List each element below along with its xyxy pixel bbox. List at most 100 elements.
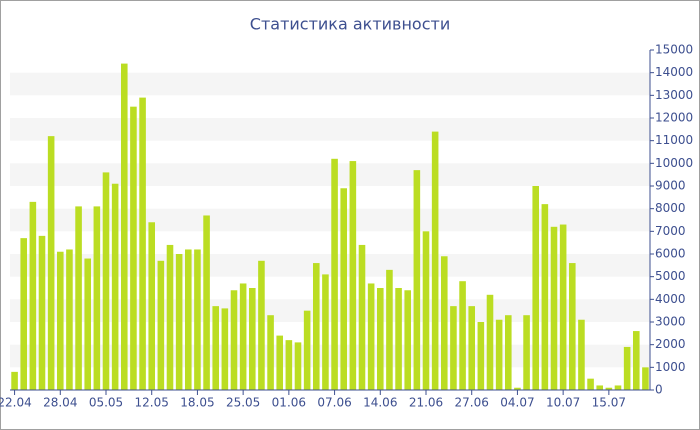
x-tick-label: 25.05 bbox=[226, 396, 260, 410]
bar bbox=[642, 367, 649, 390]
y-tick-label: 10000 bbox=[655, 156, 693, 170]
y-tick-label: 2000 bbox=[655, 337, 686, 351]
bar bbox=[175, 254, 183, 390]
y-tick-label: 11000 bbox=[655, 133, 693, 147]
x-tick-label: 18.05 bbox=[180, 396, 214, 410]
y-tick-label: 14000 bbox=[655, 65, 693, 79]
y-tick-label: 12000 bbox=[655, 111, 693, 125]
bar bbox=[605, 387, 613, 390]
y-tick-label: 0 bbox=[655, 383, 663, 397]
y-tick-label: 7000 bbox=[655, 224, 686, 238]
bar bbox=[294, 342, 302, 390]
bar bbox=[11, 371, 18, 390]
chart-title: Статистика активности bbox=[250, 15, 450, 34]
bar bbox=[450, 306, 457, 390]
bar bbox=[258, 260, 265, 390]
bar bbox=[532, 186, 540, 390]
bar bbox=[358, 244, 366, 390]
y-tick-label: 3000 bbox=[655, 315, 686, 329]
bar bbox=[614, 385, 622, 390]
y-tick-label: 8000 bbox=[655, 201, 686, 215]
bar bbox=[212, 306, 220, 390]
grid-band bbox=[10, 118, 650, 141]
bar bbox=[56, 251, 64, 390]
y-tick-label: 6000 bbox=[655, 247, 686, 261]
bar bbox=[587, 378, 594, 390]
bar bbox=[102, 172, 110, 390]
bar bbox=[157, 260, 165, 390]
bar bbox=[194, 249, 201, 390]
bar bbox=[623, 346, 631, 390]
bar bbox=[596, 385, 604, 390]
bar bbox=[285, 340, 293, 390]
bar bbox=[248, 288, 256, 390]
bar bbox=[541, 204, 549, 390]
bar bbox=[477, 322, 485, 390]
bar bbox=[404, 290, 412, 390]
bar bbox=[632, 331, 640, 390]
bar bbox=[386, 269, 393, 390]
x-tick-label: 14.06 bbox=[363, 396, 397, 410]
x-tick-label: 21.06 bbox=[409, 396, 443, 410]
y-tick-label: 4000 bbox=[655, 292, 686, 306]
y-tick-label: 5000 bbox=[655, 269, 686, 283]
bar bbox=[166, 244, 174, 390]
x-tick-label: 28.04 bbox=[43, 396, 77, 410]
x-tick-label: 22.04 bbox=[0, 396, 32, 410]
bar bbox=[413, 170, 421, 390]
bar bbox=[495, 319, 503, 390]
grid-band bbox=[10, 72, 650, 96]
bar bbox=[184, 249, 192, 390]
grid-band bbox=[10, 163, 650, 186]
bar bbox=[20, 238, 28, 390]
x-tick-label: 15.07 bbox=[592, 396, 626, 410]
bar bbox=[84, 258, 92, 390]
bar bbox=[312, 263, 320, 390]
bar bbox=[440, 256, 448, 390]
bar bbox=[38, 235, 46, 390]
bar bbox=[367, 283, 375, 390]
bar bbox=[568, 263, 576, 390]
bar bbox=[276, 335, 284, 390]
grid-band bbox=[10, 208, 650, 232]
bar bbox=[221, 308, 229, 390]
x-tick-label: 01.06 bbox=[272, 396, 306, 410]
bar bbox=[523, 315, 530, 390]
x-tick-label: 27.06 bbox=[455, 396, 489, 410]
bar bbox=[29, 201, 37, 390]
bar bbox=[514, 387, 521, 390]
bar bbox=[66, 249, 73, 390]
bar bbox=[130, 106, 137, 391]
bar bbox=[111, 183, 119, 390]
bar bbox=[93, 206, 101, 390]
bar bbox=[431, 131, 439, 390]
bar bbox=[504, 315, 512, 390]
bar bbox=[139, 97, 146, 390]
y-tick-label: 1000 bbox=[655, 360, 686, 374]
bar bbox=[578, 319, 585, 390]
bar bbox=[120, 63, 128, 390]
bar bbox=[303, 310, 311, 390]
bar bbox=[395, 288, 402, 390]
bar bbox=[349, 161, 357, 390]
x-tick-label: 04.07 bbox=[500, 396, 534, 410]
bar bbox=[340, 188, 348, 390]
x-tick-label: 07.06 bbox=[317, 396, 351, 410]
bar bbox=[486, 294, 494, 390]
bar bbox=[75, 206, 82, 390]
y-tick-label: 15000 bbox=[655, 43, 693, 57]
y-tick-label: 13000 bbox=[655, 88, 693, 102]
bar bbox=[230, 290, 238, 390]
bar bbox=[203, 215, 210, 390]
bar bbox=[47, 136, 55, 390]
bar bbox=[148, 222, 156, 390]
bar bbox=[468, 306, 476, 390]
bar bbox=[239, 283, 247, 390]
x-tick-label: 10.07 bbox=[546, 396, 580, 410]
bar bbox=[550, 226, 558, 390]
bar bbox=[422, 231, 430, 390]
bar bbox=[559, 224, 567, 390]
bar bbox=[376, 288, 384, 390]
bar bbox=[331, 158, 338, 390]
